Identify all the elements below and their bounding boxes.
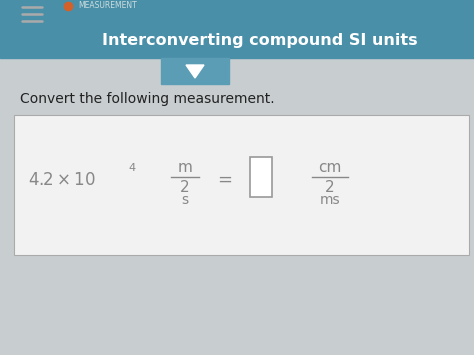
Text: 2: 2 bbox=[180, 180, 190, 195]
Text: 4: 4 bbox=[128, 163, 135, 173]
Text: s: s bbox=[182, 193, 189, 207]
Text: m: m bbox=[178, 159, 192, 175]
Bar bbox=[250, 157, 272, 197]
Bar bbox=[14, 115, 469, 255]
Text: MEASUREMENT: MEASUREMENT bbox=[78, 1, 137, 11]
Text: Interconverting compound SI units: Interconverting compound SI units bbox=[102, 33, 418, 48]
Bar bbox=[0, 0, 474, 58]
Text: ms: ms bbox=[319, 193, 340, 207]
Bar bbox=[161, 58, 229, 84]
Polygon shape bbox=[186, 65, 204, 78]
Text: 2: 2 bbox=[325, 180, 335, 195]
Text: cm: cm bbox=[319, 159, 342, 175]
Text: =: = bbox=[218, 171, 233, 189]
Text: $4.2 \times 10$: $4.2 \times 10$ bbox=[28, 171, 96, 189]
Text: Convert the following measurement.: Convert the following measurement. bbox=[20, 92, 274, 106]
